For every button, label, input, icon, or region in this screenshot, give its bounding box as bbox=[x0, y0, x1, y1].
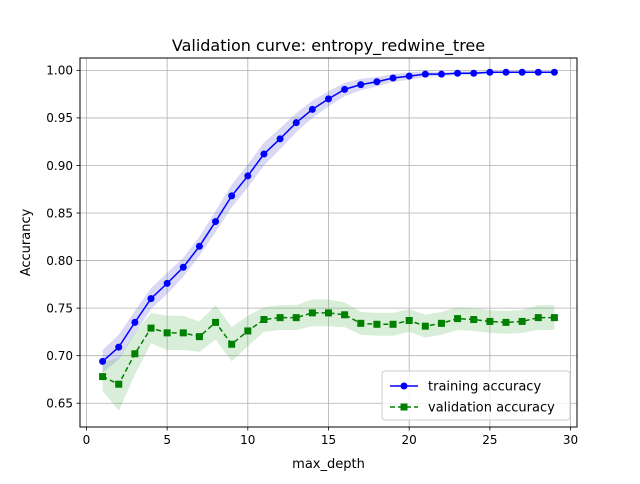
data-point-training bbox=[454, 69, 462, 77]
data-point-validation bbox=[147, 324, 155, 332]
data-point-validation bbox=[260, 316, 268, 324]
data-point-training bbox=[228, 192, 236, 200]
legend-box bbox=[381, 370, 571, 421]
series-line-validation bbox=[102, 312, 555, 386]
y-tick-label: 0.70 bbox=[46, 349, 73, 363]
data-point-validation bbox=[341, 311, 349, 319]
data-point-training bbox=[195, 242, 203, 250]
data-point-training bbox=[179, 263, 187, 271]
data-point-training bbox=[276, 135, 284, 143]
legend-marker-training bbox=[400, 382, 408, 390]
data-point-validation bbox=[470, 316, 478, 324]
data-point-validation bbox=[163, 329, 171, 337]
data-point-training bbox=[212, 218, 220, 226]
grid-layer bbox=[80, 58, 577, 427]
x-tick-label: 15 bbox=[321, 433, 336, 447]
data-point-validation bbox=[99, 373, 107, 381]
data-point-training bbox=[292, 119, 300, 127]
y-axis-label: Accurancy bbox=[19, 208, 34, 276]
data-point-training bbox=[147, 295, 155, 303]
std-band-layer bbox=[102, 71, 555, 411]
data-point-training bbox=[325, 95, 332, 103]
data-point-validation bbox=[550, 314, 558, 322]
y-tick-label: 0.95 bbox=[46, 111, 73, 125]
data-point-validation bbox=[454, 315, 462, 323]
data-point-training bbox=[518, 68, 526, 76]
data-point-training bbox=[357, 81, 365, 89]
data-point-training bbox=[260, 150, 268, 158]
y-tick-label: 0.90 bbox=[46, 159, 73, 173]
data-point-training bbox=[373, 78, 381, 86]
data-point-validation bbox=[486, 317, 494, 325]
data-point-validation bbox=[389, 320, 397, 328]
x-tick-label: 20 bbox=[402, 433, 417, 447]
data-point-training bbox=[163, 279, 171, 287]
data-point-training bbox=[131, 318, 139, 326]
legend: training accuracy validation accuracy bbox=[381, 370, 571, 421]
y-tick-label: 0.80 bbox=[46, 254, 73, 268]
data-point-training bbox=[308, 105, 316, 113]
data-point-training bbox=[115, 343, 123, 351]
data-point-training bbox=[534, 68, 542, 76]
data-point-training bbox=[389, 74, 397, 82]
data-point-validation bbox=[421, 322, 429, 330]
x-tick-label: 25 bbox=[482, 433, 497, 447]
data-point-training bbox=[244, 172, 252, 180]
data-point-validation bbox=[292, 314, 300, 322]
data-point-training bbox=[470, 69, 478, 77]
y-tick-label: 0.85 bbox=[46, 206, 73, 220]
y-tick-label: 0.65 bbox=[46, 397, 73, 411]
data-point-validation bbox=[115, 380, 123, 388]
data-point-training bbox=[486, 68, 494, 76]
data-point-validation bbox=[244, 327, 252, 335]
y-tick-label: 0.75 bbox=[46, 301, 73, 315]
data-point-training bbox=[550, 68, 558, 76]
data-point-validation bbox=[212, 318, 220, 326]
std-band-validation bbox=[102, 299, 555, 411]
x-tick-label: 5 bbox=[163, 433, 171, 447]
data-point-validation bbox=[405, 316, 413, 324]
data-point-validation bbox=[195, 333, 203, 341]
data-point-validation bbox=[373, 320, 381, 328]
x-axis-label: max_depth bbox=[292, 457, 365, 472]
data-point-validation bbox=[534, 314, 542, 322]
data-point-training bbox=[405, 72, 413, 80]
tick-layer: 0 5 10 15 20 25 30 0.65 0.70 0.75 0.80 0.85 0.90 0.95… bbox=[46, 64, 578, 447]
data-point-training bbox=[99, 357, 107, 365]
data-point-validation bbox=[179, 329, 187, 337]
legend-marker-validation bbox=[400, 403, 408, 411]
x-tick-label: 30 bbox=[563, 433, 578, 447]
data-point-training bbox=[502, 68, 510, 76]
data-point-validation bbox=[131, 350, 139, 358]
data-point-validation bbox=[325, 309, 332, 317]
data-point-validation bbox=[357, 319, 365, 327]
x-tick-label: 0 bbox=[83, 433, 91, 447]
data-point-training bbox=[341, 85, 349, 93]
data-point-validation bbox=[276, 314, 284, 322]
y-tick-label: 1.00 bbox=[46, 64, 73, 78]
series-marker-layer bbox=[99, 68, 558, 388]
data-point-validation bbox=[502, 318, 510, 326]
legend-label-validation: validation accuracy bbox=[428, 401, 555, 416]
legend-label-training: training accuracy bbox=[428, 380, 541, 395]
data-point-validation bbox=[518, 317, 526, 325]
data-point-validation bbox=[437, 319, 445, 327]
data-point-validation bbox=[228, 340, 236, 348]
chart-title: Validation curve: entropy_redwine_tree bbox=[172, 36, 485, 56]
data-point-training bbox=[437, 70, 445, 78]
data-point-validation bbox=[308, 309, 316, 317]
x-tick-label: 10 bbox=[240, 433, 255, 447]
data-point-training bbox=[421, 70, 429, 78]
